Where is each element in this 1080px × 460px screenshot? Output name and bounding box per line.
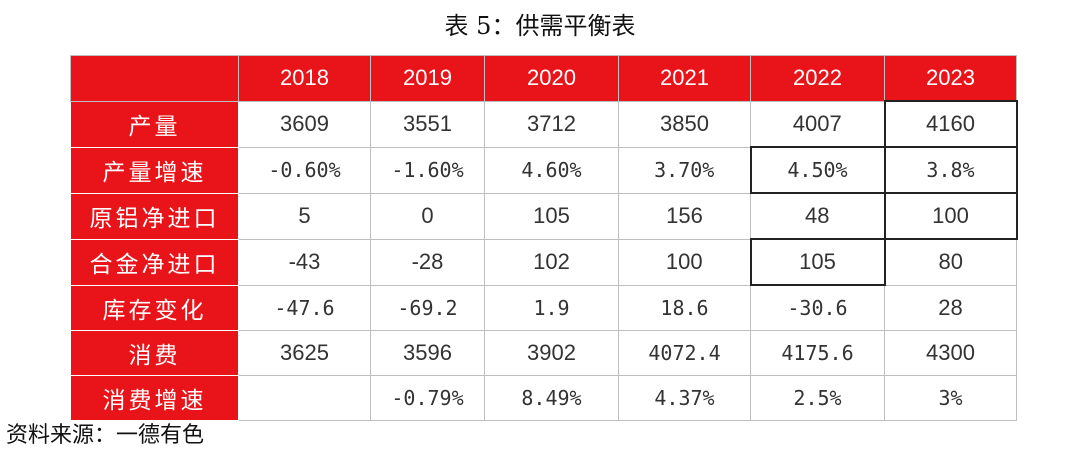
table-cell: 3625	[238, 330, 371, 376]
table-cell: -47.6	[238, 284, 371, 331]
table-cell: -28	[370, 238, 485, 286]
table-cell: -30.6	[750, 284, 885, 331]
year-header: 2022	[750, 55, 885, 102]
table-cell	[238, 375, 371, 421]
row-label: 产量	[70, 100, 239, 148]
row-label: 合金净进口	[70, 238, 239, 286]
supply-demand-table: 2018 2019 2020 2021 2022 2023 产量 3609 35…	[70, 55, 1018, 421]
table-cell: 3902	[484, 330, 619, 376]
row-label: 原铝净进口	[70, 192, 239, 240]
row-label: 产量增速	[70, 146, 239, 194]
table-cell: 100	[883, 192, 1018, 240]
table-cell: 3850	[618, 100, 751, 148]
table-cell: 4160	[883, 100, 1018, 148]
table-row: 库存变化 -47.6 -69.2 1.9 18.6 -30.6 28	[70, 284, 1017, 331]
table-cell: 105	[484, 192, 619, 240]
table-cell: -69.2	[370, 284, 485, 331]
table-cell: 3551	[370, 100, 485, 148]
table-cell: 156	[618, 192, 751, 240]
table-cell: 4300	[884, 330, 1017, 376]
table-cell: 80	[884, 238, 1017, 286]
year-header: 2020	[484, 55, 619, 102]
corner-cell	[70, 55, 239, 102]
table-cell: 3%	[884, 375, 1017, 421]
row-label: 消费	[70, 330, 239, 376]
table-cell: 48	[750, 192, 885, 240]
table-cell: 4072.4	[618, 330, 751, 376]
year-header: 2023	[884, 55, 1017, 102]
table-cell: 3.8%	[883, 146, 1018, 194]
table-cell: 8.49%	[484, 375, 619, 421]
table-cell: -0.60%	[238, 146, 371, 194]
source-note: 资料来源：一德有色	[6, 423, 205, 448]
table-cell: 105	[749, 238, 886, 286]
year-header: 2021	[618, 55, 751, 102]
table-row: 合金净进口 -43 -28 102 100 105 80	[70, 238, 1017, 286]
table-cell: 4.60%	[484, 146, 619, 194]
table-cell: 1.9	[484, 284, 619, 331]
table-title: 表 5：供需平衡表	[444, 12, 636, 40]
table-row: 原铝净进口 5 0 105 156 48 100	[70, 192, 1018, 240]
table-cell: -1.60%	[370, 146, 485, 194]
table-cell: 2.5%	[750, 375, 885, 421]
table-cell: 4.37%	[618, 375, 751, 421]
table-cell: 5	[238, 192, 371, 240]
table-cell: -43	[238, 238, 371, 286]
table-cell: -0.79%	[370, 375, 485, 421]
table-cell: 100	[618, 238, 751, 286]
table-cell: 4.50%	[749, 146, 885, 194]
table-cell: 3596	[370, 330, 485, 376]
table-cell: 0	[370, 192, 485, 240]
table-cell: 4007	[750, 100, 885, 148]
table-cell: 3.70%	[618, 146, 751, 194]
row-label: 库存变化	[70, 284, 239, 331]
row-label: 消费增速	[70, 375, 239, 421]
year-header: 2018	[238, 55, 371, 102]
header-row: 2018 2019 2020 2021 2022 2023	[70, 55, 1017, 102]
year-header: 2019	[370, 55, 485, 102]
table-cell: 28	[884, 284, 1017, 331]
table-cell: 4175.6	[750, 330, 885, 376]
table-cell: 3609	[238, 100, 371, 148]
table-cell: 18.6	[618, 284, 751, 331]
table-cell: 3712	[484, 100, 619, 148]
table-row: 产量增速 -0.60% -1.60% 4.60% 3.70% 4.50% 3.8…	[70, 146, 1018, 194]
table-row: 消费增速 -0.79% 8.49% 4.37% 2.5% 3%	[70, 375, 1017, 421]
table-cell: 102	[484, 238, 619, 286]
table-row: 消费 3625 3596 3902 4072.4 4175.6 4300	[70, 330, 1017, 376]
table-row: 产量 3609 3551 3712 3850 4007 4160	[70, 100, 1018, 148]
